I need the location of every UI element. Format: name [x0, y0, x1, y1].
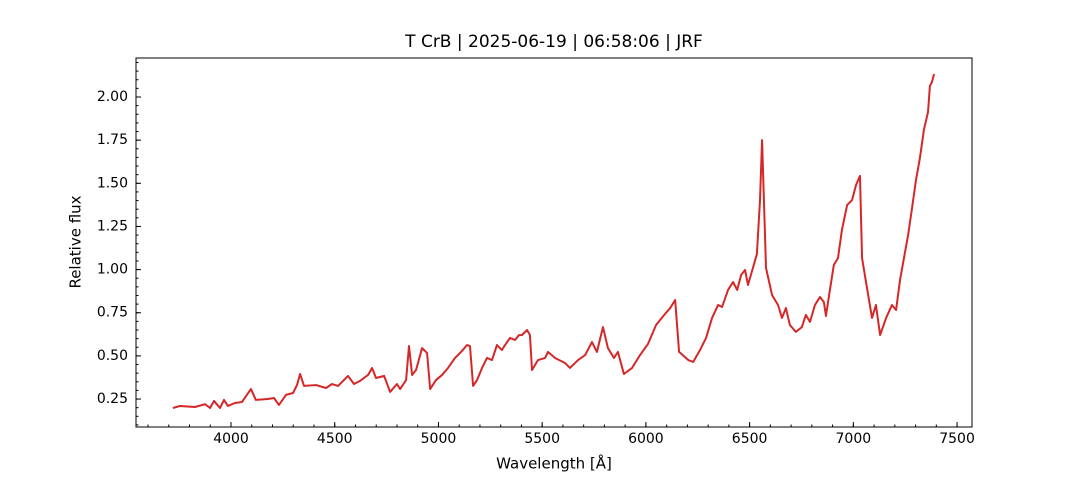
y-axis-label: Relative flux	[67, 195, 85, 288]
x-tick-label: 6500	[732, 431, 768, 447]
x-tick-label: 7000	[836, 431, 872, 447]
y-tick-label: 1.50	[97, 175, 128, 191]
x-tick-label: 7500	[939, 431, 975, 447]
y-tick-label: 2.00	[97, 89, 128, 105]
x-tick-label: 5500	[524, 431, 560, 447]
y-tick-label: 1.00	[97, 262, 128, 278]
x-axis-label: Wavelength [Å]	[496, 454, 612, 473]
plot-frame	[135, 57, 973, 428]
x-tick-label: 4500	[317, 431, 353, 447]
chart-title: T CrB | 2025-06-19 | 06:58:06 | JRF	[404, 32, 703, 52]
x-tick-label: 5000	[421, 431, 457, 447]
y-tick-label: 1.75	[97, 132, 128, 148]
y-tick-label: 0.50	[97, 348, 128, 364]
y-tick-label: 0.75	[97, 305, 128, 321]
y-tick-label: 1.25	[97, 218, 128, 234]
y-tick-label: 0.25	[97, 391, 128, 407]
spectrum-line	[172, 73, 936, 410]
x-tick-label: 6000	[628, 431, 664, 447]
x-tick-label: 4000	[213, 431, 249, 447]
